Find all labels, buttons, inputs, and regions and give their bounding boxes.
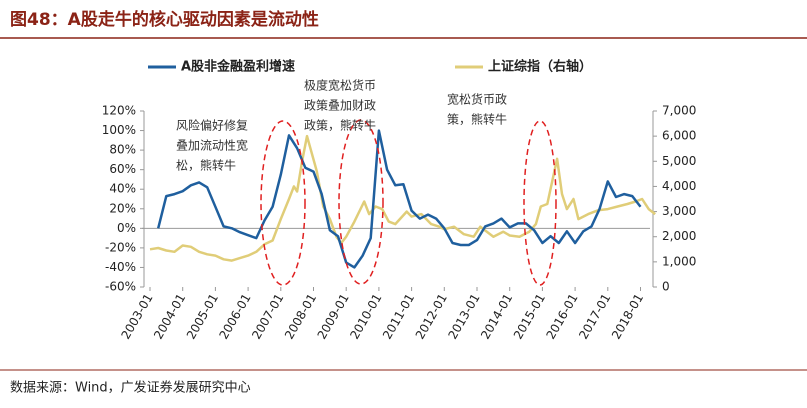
y-tick-label: 60% <box>109 162 136 176</box>
x-tick-label: 2015-01 <box>511 291 548 341</box>
x-tick-label: 2007-01 <box>249 291 286 341</box>
x-tick-label: 2018-01 <box>609 291 646 341</box>
source-note: 数据来源：Wind，广发证券发展研究中心 <box>10 380 251 396</box>
legend-label: A股非金融盈利增速 <box>181 59 295 75</box>
x-tick-label: 2010-01 <box>347 291 384 341</box>
y2-tick-label: 4,000 <box>662 179 696 193</box>
y-tick-label: 100% <box>102 123 136 137</box>
y2-tick-label: 7,000 <box>662 104 696 118</box>
y2-tick-label: 3,000 <box>662 204 696 218</box>
annotation: 政策叠加财政 <box>304 99 376 113</box>
annotation: 宽松货币政 <box>447 92 507 107</box>
y-tick-label: 20% <box>109 201 136 215</box>
annotation: 风险偏好修复 <box>176 118 248 133</box>
highlight-ellipse <box>338 119 384 285</box>
x-tick-label: 2014-01 <box>478 291 515 341</box>
x-tick-label: 2017-01 <box>576 291 613 341</box>
annotation: 政策，熊转牛 <box>304 118 376 133</box>
x-tick-label: 2005-01 <box>184 291 221 341</box>
x-tick-label: 2013-01 <box>445 291 482 341</box>
series-line <box>156 129 642 269</box>
y-tick-label: 120% <box>102 104 136 118</box>
y2-tick-label: 1,000 <box>662 254 696 268</box>
y-tick-label: 0% <box>117 221 136 235</box>
x-tick-label: 2009-01 <box>315 291 352 341</box>
annotation: 极度宽松货币 <box>304 78 376 93</box>
y2-tick-label: 5,000 <box>662 154 696 168</box>
chart-title: 图48：A股走牛的核心驱动因素是流动性 <box>10 9 319 30</box>
y-tick-label: -60% <box>105 280 136 294</box>
y-tick-label: 40% <box>109 182 136 196</box>
highlight-ellipse <box>260 120 306 286</box>
series-line <box>149 134 656 262</box>
y-tick-label: 80% <box>109 143 136 157</box>
legend-label: 上证综指（右轴） <box>488 59 592 75</box>
y2-tick-label: 0 <box>662 280 670 294</box>
highlight-ellipse <box>523 120 557 286</box>
x-tick-label: 2004-01 <box>151 291 188 341</box>
x-tick-label: 2016-01 <box>544 291 581 341</box>
x-tick-label: 2011-01 <box>380 291 417 341</box>
y2-tick-label: 6,000 <box>662 129 696 143</box>
x-tick-label: 2006-01 <box>217 291 254 341</box>
annotation: 松，熊转牛 <box>176 158 236 173</box>
x-tick-label: 2012-01 <box>413 291 450 341</box>
y2-tick-label: 2,000 <box>662 229 696 243</box>
x-tick-label: 2003-01 <box>118 291 155 341</box>
x-tick-label: 2008-01 <box>282 291 319 341</box>
annotation: 策，熊转牛 <box>447 112 507 127</box>
annotation: 叠加流动性宽 <box>176 138 248 153</box>
y-tick-label: -40% <box>105 260 136 274</box>
y-tick-label: -20% <box>105 240 136 254</box>
